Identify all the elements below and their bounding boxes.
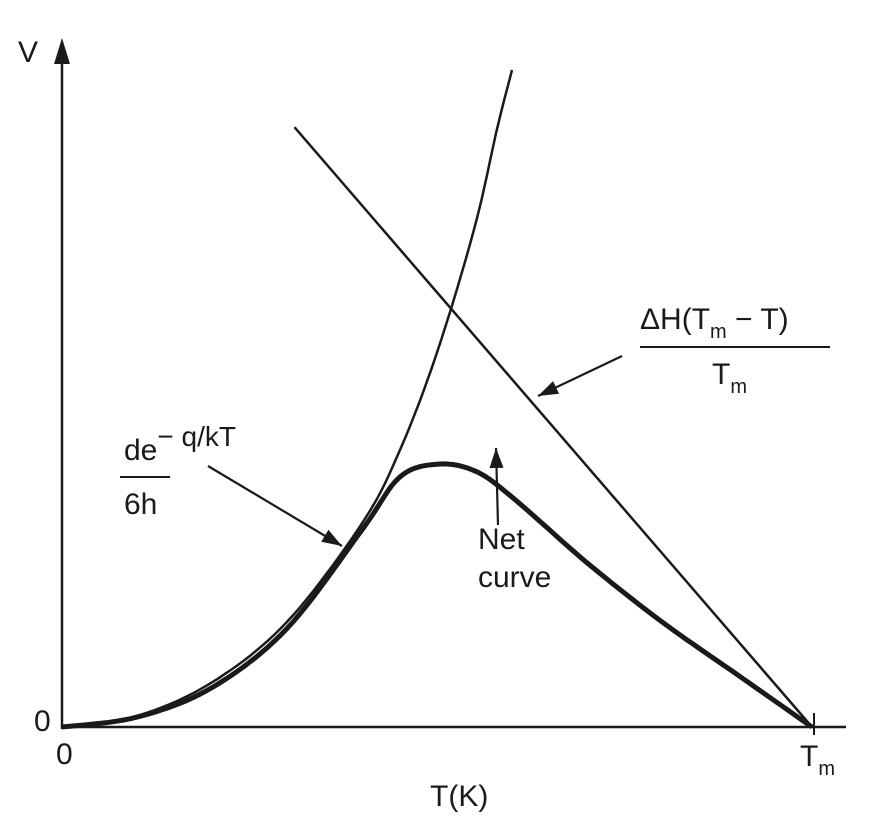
- exp-curve-label-de: de: [124, 434, 158, 467]
- net-curve-arrow-head: [489, 448, 504, 469]
- x-tick-origin: 0: [56, 738, 73, 771]
- x-tick-tm-sub: m: [818, 758, 835, 780]
- linear-curve-label-top-tail: − T): [726, 303, 789, 336]
- linear-curve-label-numerator: ΔH(Tm − T): [640, 303, 789, 343]
- linear-curve-label-top: ΔH(T: [640, 303, 711, 336]
- net-curve: [61, 461, 814, 730]
- x-tick-tm-main: T: [800, 740, 819, 773]
- axes: [54, 38, 846, 735]
- x-axis-label: T(K): [430, 780, 489, 813]
- exp-curve-label-exponent: − q/kT: [157, 421, 236, 452]
- exp-curve-label-numerator: de− q/kT: [124, 423, 236, 467]
- net-curve-label-line2: curve: [478, 561, 552, 594]
- linear-curve-label-bottom: T: [712, 358, 731, 391]
- x-tick-tm: Tm: [800, 740, 835, 780]
- net-curve-label-line1: Net: [478, 523, 525, 556]
- linear-curve: [293, 126, 813, 728]
- exp-curve-label-fraction-bar: [120, 476, 170, 478]
- linear-curve-label-denominator: Tm: [712, 358, 747, 398]
- y-axis-arrowhead: [54, 38, 70, 64]
- exp-curve-label-denominator: 6h: [124, 488, 158, 521]
- linear-curve-label-top-sub: m: [710, 321, 727, 343]
- exp-curve-arrow-shaft: [207, 465, 343, 547]
- curves: [61, 69, 814, 730]
- linear-curve-label-bottom-sub: m: [730, 376, 747, 398]
- annotation-arrows: [207, 355, 623, 547]
- exponential-curve: [61, 69, 514, 729]
- y-tick-origin: 0: [34, 705, 51, 738]
- linear-curve-label-fraction-bar: [640, 346, 830, 348]
- y-axis-label: V: [18, 36, 39, 69]
- linear-curve-arrow-head: [538, 381, 560, 396]
- exp-curve-arrow-head: [321, 529, 342, 546]
